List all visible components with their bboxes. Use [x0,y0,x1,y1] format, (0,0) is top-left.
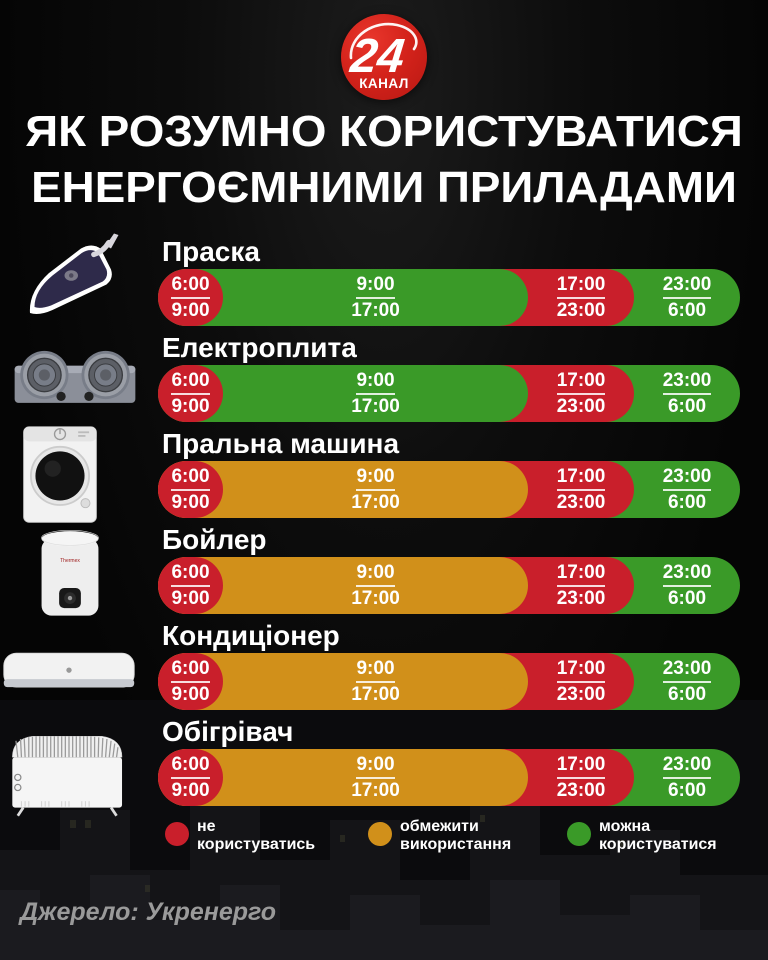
svg-text:КАНАЛ: КАНАЛ [359,76,409,91]
svg-text:24: 24 [347,29,407,83]
svg-text:Thermex: Thermex [60,558,80,564]
